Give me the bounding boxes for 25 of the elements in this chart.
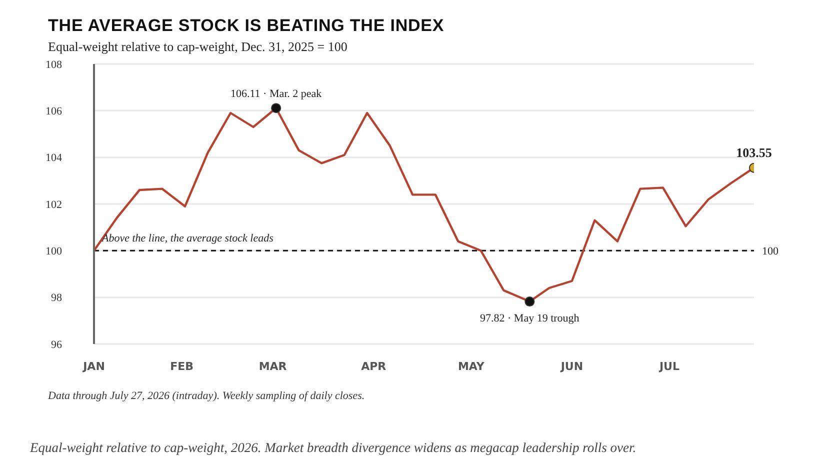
y-tick-label: 104 [46,152,62,164]
annotation: Above the line, the average stock leads [101,232,274,245]
point [524,296,535,307]
y-tick-label: 102 [46,198,62,211]
text: Equal-weight relative to cap-weight, 2026. Market breadth divergence widens as megacap leadership rolls over. [30,440,636,456]
text: Data through July 27, 2026 (intraday). Weekly sampling of daily closes. [48,390,365,402]
x-tick-label: JUL [658,360,680,373]
x-tick-label: MAR [258,360,288,373]
ref-line-label: 100 [762,246,779,258]
y-tick-label: 108 [46,58,62,71]
x-tick-label: APR [361,360,387,373]
y-tick-label: 98 [51,292,62,304]
x-tick-label: JUN [560,360,584,373]
annotation: 106.11 · Mar. 2 peak [230,88,322,100]
y-tick-label: 96 [51,338,62,351]
annotation: 103.55 [736,144,772,160]
chart-subtitle: Equal-weight relative to cap-weight, Dec. 31, 2025 = 100 [48,39,348,55]
point [271,103,282,114]
y-tick-label: 100 [46,246,62,258]
chart-title: THE AVERAGE STOCK IS BEATING THE INDEX [48,16,444,36]
y-tick-label: 106 [46,106,62,118]
x-tick-label: FEB [170,360,194,373]
x-tick-label: MAY [458,360,486,373]
x-tick-label: JAN [82,360,105,373]
annotation: 97.82 · May 19 trough [480,312,580,325]
